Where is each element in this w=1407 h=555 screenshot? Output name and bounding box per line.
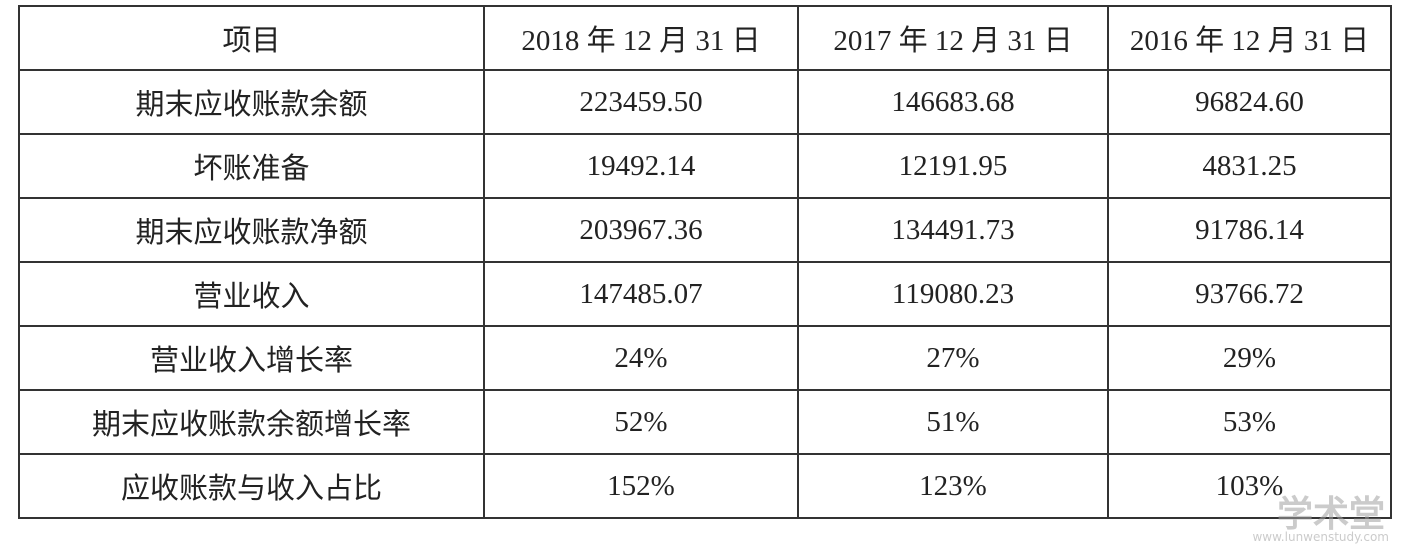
- row-cell: 91786.14: [1107, 197, 1392, 263]
- watermark-url: www.lunwenstudy.com: [1252, 530, 1389, 544]
- row-cell: 4831.25: [1107, 133, 1392, 199]
- row-cell: 27%: [797, 325, 1109, 391]
- header-cell: 2016 年 12 月 31 日: [1107, 5, 1392, 71]
- row-label: 营业收入: [18, 261, 485, 327]
- row-cell: 146683.68: [797, 69, 1109, 135]
- row-cell: 134491.73: [797, 197, 1109, 263]
- watermark-title: 学术堂: [1276, 494, 1385, 535]
- row-label: 坏账准备: [18, 133, 485, 199]
- row-cell: 24%: [483, 325, 799, 391]
- row: 期末应收账款余额增长率 52% 51% 53%: [18, 389, 1392, 455]
- row-label: 期末应收账款净额: [18, 197, 485, 263]
- row-cell: 51%: [797, 389, 1109, 455]
- row-cell: 96824.60: [1107, 69, 1392, 135]
- row-cell: 12191.95: [797, 133, 1109, 199]
- row-cell: 119080.23: [797, 261, 1109, 327]
- row: 营业收入增长率 24% 27% 29%: [18, 325, 1392, 391]
- row-cell: 93766.72: [1107, 261, 1392, 327]
- row-label: 期末应收账款余额增长率: [18, 389, 485, 455]
- row-label: 应收账款与收入占比: [18, 453, 485, 519]
- row-cell: 123%: [797, 453, 1109, 519]
- row: 期末应收账款净额 203967.36 134491.73 91786.14: [18, 197, 1392, 263]
- row-cell: 147485.07: [483, 261, 799, 327]
- row-cell: 52%: [483, 389, 799, 455]
- row-cell: 19492.14: [483, 133, 799, 199]
- row-cell: 223459.50: [483, 69, 799, 135]
- row-label: 营业收入增长率: [18, 325, 485, 391]
- row-label: 期末应收账款余额: [18, 69, 485, 135]
- row-cell: 103%: [1107, 453, 1392, 519]
- row: 应收账款与收入占比 152% 123% 103%: [18, 453, 1392, 519]
- row: 期末应收账款余额 223459.50 146683.68 96824.60: [18, 69, 1392, 135]
- header-cell: 2017 年 12 月 31 日: [797, 5, 1109, 71]
- table-body: 项目 2018 年 12 月 31 日 2017 年 12 月 31 日 2016 年…: [18, 5, 1392, 519]
- row: 坏账准备 19492.14 12191.95 4831.25: [18, 133, 1392, 199]
- row-cell: 29%: [1107, 325, 1392, 391]
- header: 项目 2018 年 12 月 31 日 2017 年 12 月 31 日 2016 年…: [18, 5, 1392, 71]
- row-cell: 53%: [1107, 389, 1392, 455]
- row-cell: 152%: [483, 453, 799, 519]
- row: 营业收入 147485.07 119080.23 93766.72: [18, 261, 1392, 327]
- row-cell: 203967.36: [483, 197, 799, 263]
- header-cell: 2018 年 12 月 31 日: [483, 5, 799, 71]
- header-label: 项目: [18, 5, 485, 71]
- data-table: 项目 2018 年 12 月 31 日 2017 年 12 月 31 日 2016 年…: [18, 5, 1392, 519]
